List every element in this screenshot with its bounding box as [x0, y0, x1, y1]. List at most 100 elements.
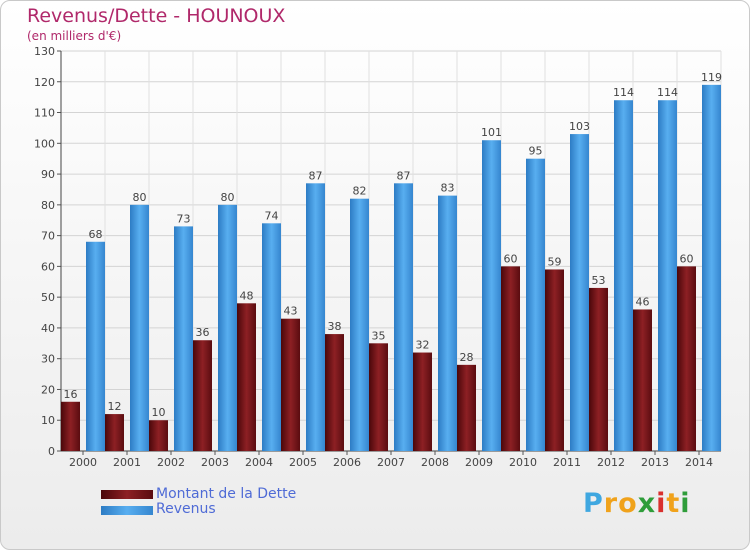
- bar-debt: [61, 401, 80, 451]
- data-label: 80: [221, 191, 235, 204]
- x-tick-label: 2001: [113, 456, 141, 469]
- logo-letter: P: [583, 488, 604, 519]
- x-tick-label: 2009: [465, 456, 493, 469]
- data-label: 59: [548, 255, 562, 268]
- data-label: 68: [89, 228, 103, 241]
- x-tick-label: 2002: [157, 456, 185, 469]
- y-tick-label: 110: [34, 107, 55, 120]
- logo-letter: r: [603, 488, 619, 519]
- legend-label-debt: Montant de la Dette: [156, 486, 297, 502]
- data-label: 114: [613, 86, 634, 99]
- data-label: 82: [353, 185, 367, 198]
- data-label: 87: [397, 169, 411, 182]
- data-labels: 16 68 12 80 10 73 36 80 48 74 43 87 38 82 35 87 32 83 28 10…: [64, 71, 723, 419]
- bar-debt: [325, 334, 344, 451]
- data-label: 46: [636, 295, 650, 308]
- bar-revenue: [438, 195, 457, 451]
- bar-debt: [149, 420, 168, 451]
- data-label: 32: [416, 339, 430, 352]
- legend-swatch-debt: [101, 490, 153, 499]
- data-label: 80: [133, 191, 147, 204]
- x-tick-label: 2007: [377, 456, 405, 469]
- y-tick-label: 100: [34, 137, 55, 150]
- bars: [61, 84, 721, 452]
- bar-revenue: [526, 158, 545, 451]
- bar-revenue: [174, 226, 193, 451]
- bar-debt: [413, 352, 432, 451]
- y-tick-label: 40: [41, 322, 55, 335]
- y-tick-label: 60: [41, 260, 55, 273]
- y-tick-label: 90: [41, 168, 55, 181]
- bar-debt: [281, 318, 300, 451]
- bar-revenue: [86, 241, 105, 451]
- chart-subtitle: (en milliers d'€): [27, 29, 122, 43]
- x-tick-label: 2013: [641, 456, 669, 469]
- bar-debt: [369, 343, 388, 451]
- x-tick-label: 2014: [685, 456, 713, 469]
- data-label: 43: [284, 305, 298, 318]
- data-label: 36: [196, 326, 210, 339]
- legend-swatch-revenue: [101, 506, 153, 515]
- bar-debt: [105, 414, 124, 451]
- bar-debt: [677, 266, 696, 451]
- bar-revenue: [350, 198, 369, 451]
- logo-letter: i: [656, 488, 667, 519]
- data-label: 87: [309, 169, 323, 182]
- y-tick-label: 0: [48, 445, 55, 458]
- bar-revenue: [570, 134, 589, 452]
- x-tick-label: 2010: [509, 456, 537, 469]
- data-label: 114: [657, 86, 678, 99]
- bar-revenue: [262, 223, 281, 451]
- bar-revenue: [218, 204, 237, 451]
- legend-label-revenue: Revenus: [156, 501, 216, 517]
- bar-revenue: [702, 84, 721, 451]
- x-tick-label: 2000: [69, 456, 97, 469]
- chart-title: Revenus/Dette - HOUNOUX: [27, 5, 286, 27]
- bar-revenue: [394, 183, 413, 452]
- y-tick-label: 70: [41, 230, 55, 243]
- bar-debt: [501, 266, 520, 451]
- y-tick-label: 30: [41, 353, 55, 366]
- data-label: 103: [569, 120, 590, 133]
- data-label: 60: [680, 252, 694, 265]
- bar-revenue: [130, 204, 149, 451]
- data-label: 60: [504, 252, 518, 265]
- data-label: 38: [328, 320, 342, 333]
- bar-revenue: [658, 100, 677, 451]
- logo-letter: t: [666, 488, 681, 519]
- x-tick-label: 2006: [333, 456, 361, 469]
- data-label: 119: [701, 71, 722, 84]
- data-label: 101: [481, 126, 502, 139]
- data-label: 35: [372, 329, 386, 342]
- data-label: 53: [592, 274, 606, 287]
- bar-revenue: [614, 100, 633, 451]
- x-tick-label: 2012: [597, 456, 625, 469]
- logo-letter: i: [680, 488, 691, 519]
- data-label: 10: [152, 406, 166, 419]
- bar-debt: [545, 269, 564, 451]
- bar-debt: [633, 309, 652, 451]
- data-label: 28: [460, 351, 474, 364]
- bar-debt: [193, 340, 212, 451]
- y-tick-label: 20: [41, 383, 55, 396]
- proxiti-logo: Proxiti: [583, 488, 691, 519]
- x-tick-label: 2004: [245, 456, 273, 469]
- data-label: 74: [265, 209, 279, 222]
- y-tick-label: 120: [34, 76, 55, 89]
- bar-revenue: [482, 140, 501, 451]
- data-label: 83: [441, 182, 455, 195]
- x-tick-label: 2011: [553, 456, 581, 469]
- bar-debt: [457, 364, 476, 451]
- bar-debt: [589, 287, 608, 451]
- logo-letter: x: [637, 488, 657, 519]
- data-label: 73: [177, 212, 191, 225]
- x-axis: 2000 2001 2002 2003 2004 2005 2006 2007 2008 2009…: [69, 451, 713, 469]
- x-tick-label: 2003: [201, 456, 229, 469]
- x-tick-label: 2005: [289, 456, 317, 469]
- y-tick-label: 130: [34, 45, 55, 58]
- data-label: 95: [529, 145, 543, 158]
- bar-revenue: [306, 183, 325, 452]
- logo-letter: o: [618, 488, 638, 519]
